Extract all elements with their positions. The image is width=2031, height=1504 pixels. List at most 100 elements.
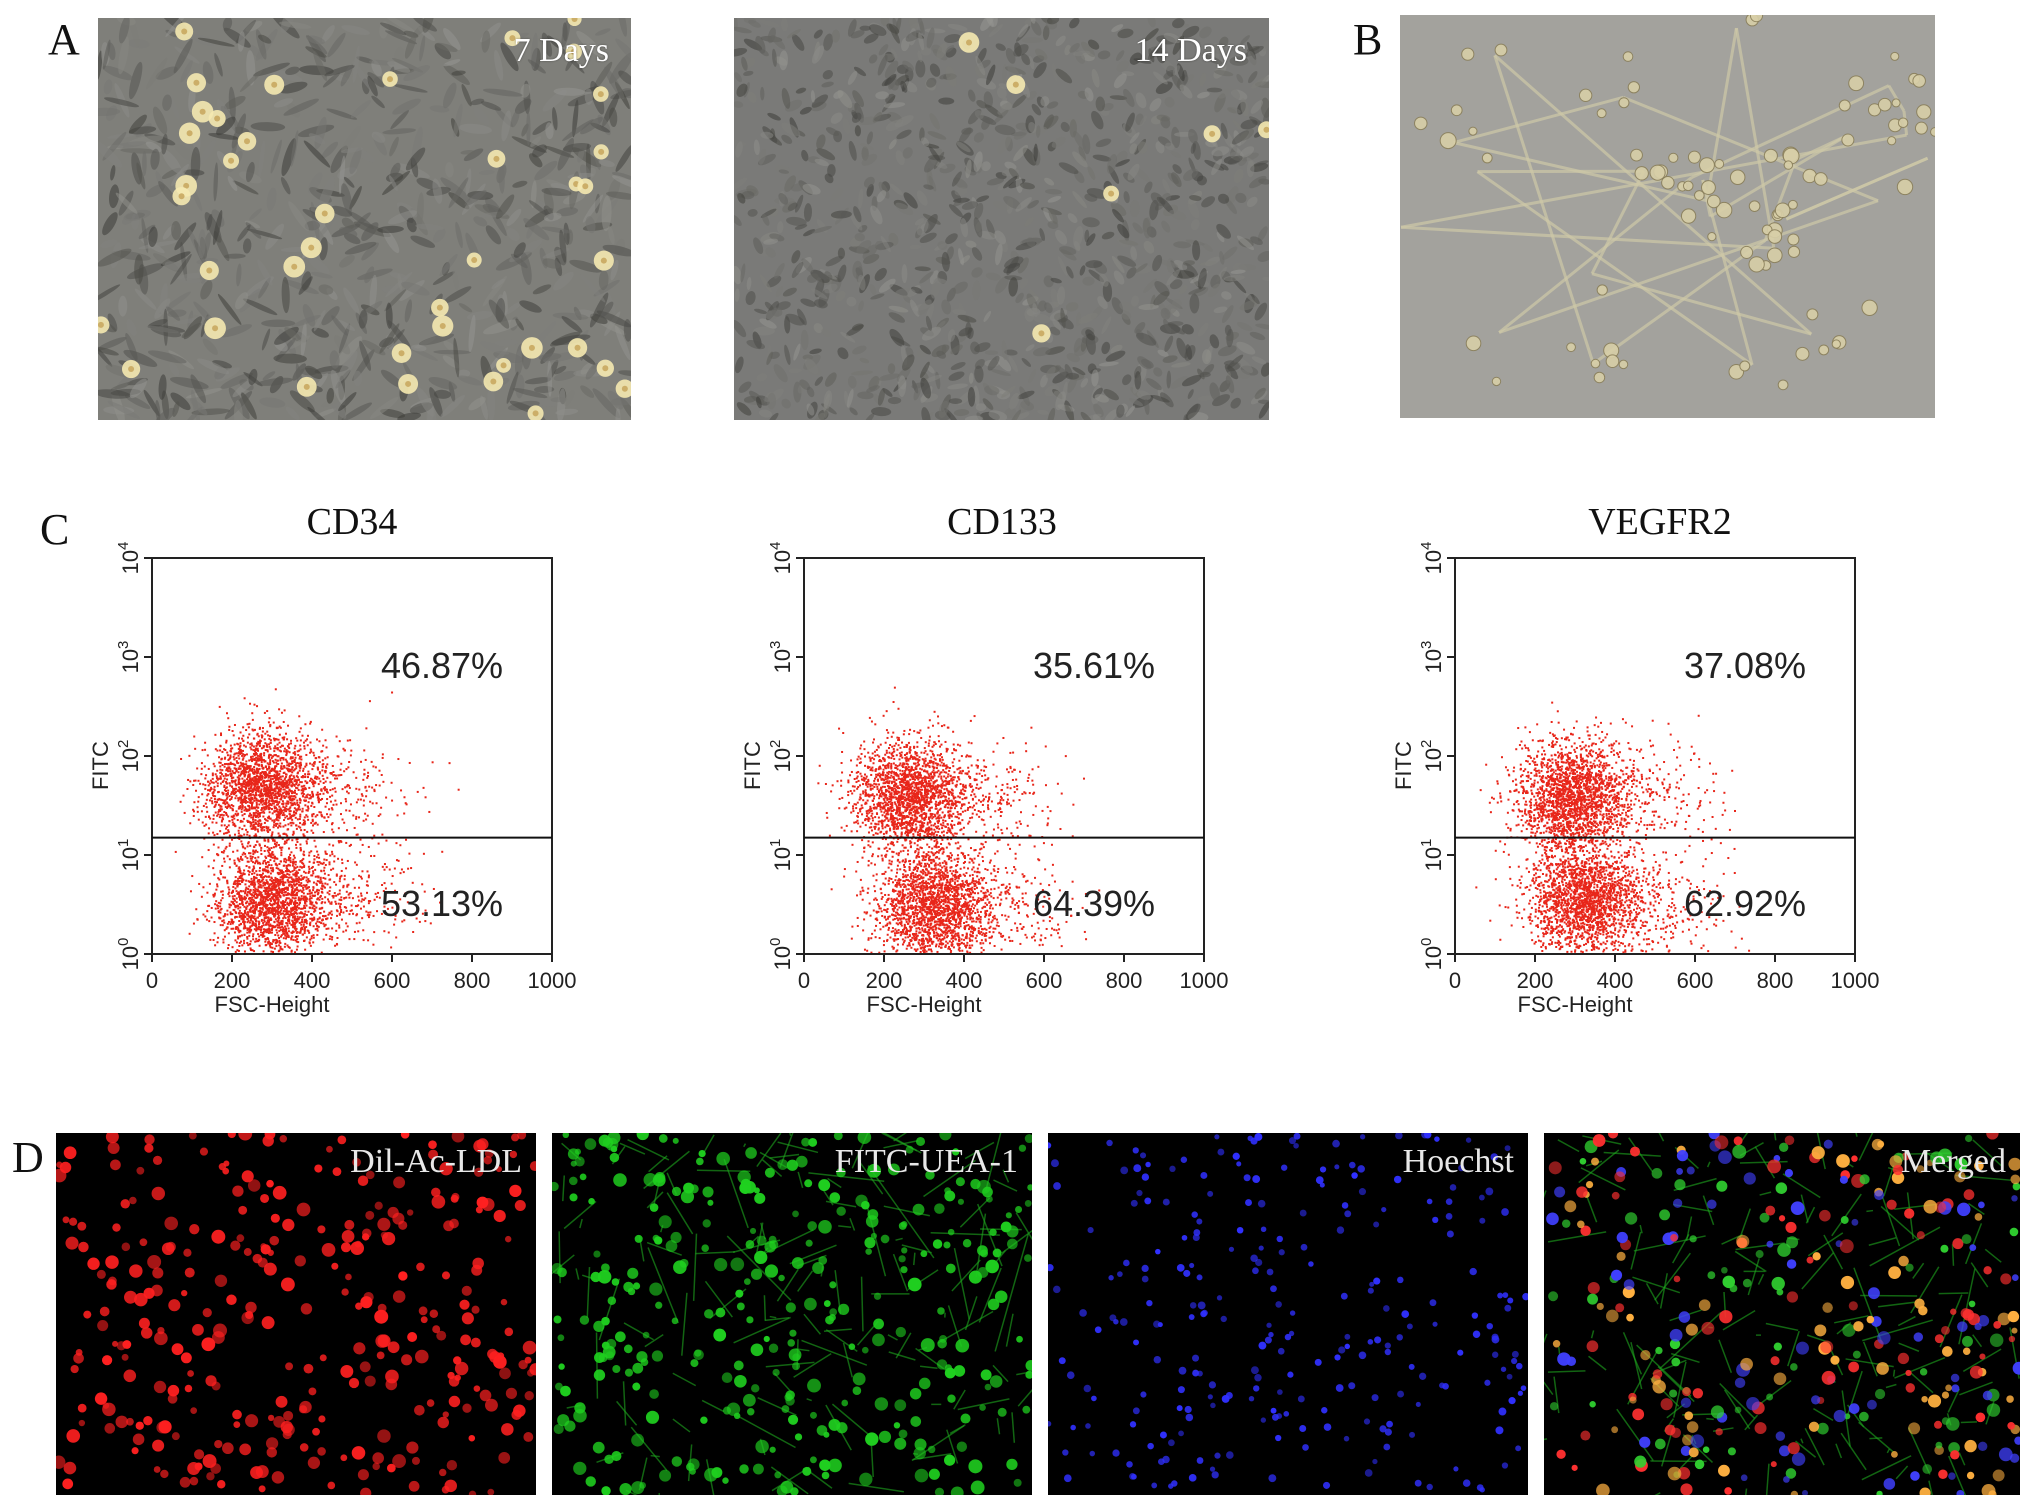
scatter-point <box>941 795 944 798</box>
scatter-point <box>250 758 253 761</box>
scatter-point <box>329 935 332 938</box>
scatter-point <box>304 918 307 921</box>
scatter-point <box>300 911 303 914</box>
scatter-point <box>248 834 251 837</box>
scatter-point <box>238 765 241 768</box>
scatter-point <box>221 893 224 896</box>
scatter-point <box>268 803 271 806</box>
scatter-point <box>291 884 294 887</box>
scatter-point <box>237 771 240 774</box>
scatter-point <box>275 890 278 893</box>
scatter-point <box>941 852 944 855</box>
scatter-point <box>290 931 293 934</box>
scatter-point <box>311 793 314 796</box>
scatter-point <box>369 800 372 803</box>
scatter-point <box>297 778 300 781</box>
scatter-point <box>240 784 243 787</box>
scatter-point <box>310 750 313 753</box>
micrograph-14-days: 14 Days <box>734 18 1269 420</box>
scatter-point <box>289 790 292 793</box>
scatter-point <box>331 794 334 797</box>
scatter-point <box>1001 832 1004 835</box>
scatter-point <box>366 914 369 917</box>
scatter-point <box>271 927 274 930</box>
scatter-point <box>244 745 247 748</box>
scatter-point <box>282 786 285 789</box>
scatter-point <box>243 950 246 953</box>
scatter-point <box>274 845 277 848</box>
scatter-point <box>295 912 298 915</box>
scatter-point <box>869 783 872 786</box>
scatter-point <box>294 816 297 819</box>
scatter-point <box>291 803 294 806</box>
scatter-point <box>266 936 269 939</box>
scatter-point <box>250 784 253 787</box>
scatter-point <box>315 922 318 925</box>
scatter-point <box>239 731 242 734</box>
scatter-point <box>855 781 858 784</box>
scatter-point <box>259 862 262 865</box>
scatter-point <box>381 833 384 836</box>
scatter-point <box>235 810 238 813</box>
scatter-point <box>269 763 272 766</box>
scatter-point <box>317 798 320 801</box>
scatter-point <box>290 774 293 777</box>
scatter-point <box>230 785 233 788</box>
scatter-point <box>266 920 269 923</box>
scatter-point <box>277 914 280 917</box>
scatter-point <box>238 807 241 810</box>
scatter-point <box>272 926 275 929</box>
scatter-point <box>989 815 992 818</box>
scatter-point <box>378 769 381 772</box>
scatter-point <box>900 812 903 815</box>
scatter-point <box>281 802 284 805</box>
scatter-point <box>196 806 199 809</box>
scatter-point <box>309 938 312 941</box>
scatter-point <box>182 794 185 797</box>
scatter-point <box>210 906 213 909</box>
scatter-point <box>887 747 890 750</box>
scatter-point <box>284 824 287 827</box>
scatter-point <box>304 780 307 783</box>
scatter-point <box>206 891 209 894</box>
scatter-point <box>394 901 397 904</box>
scatter-point <box>280 796 283 799</box>
scatter-point <box>247 784 250 787</box>
scatter-point <box>263 752 266 755</box>
scatter-point <box>924 790 927 793</box>
scatter-point <box>230 796 233 799</box>
scatter-point <box>242 739 245 742</box>
scatter-point <box>243 923 246 926</box>
scatter-point <box>315 906 318 909</box>
scatter-point <box>349 909 352 912</box>
scatter-point <box>218 705 221 708</box>
scatter-point <box>385 866 388 869</box>
scatter-point <box>323 786 326 789</box>
scatter-point <box>232 755 235 758</box>
scatter-point <box>894 766 897 769</box>
scatter-point <box>249 780 252 783</box>
scatter-point <box>239 857 242 860</box>
scatter-point <box>239 742 242 745</box>
scatter-point <box>219 924 222 927</box>
scatter-point <box>424 920 427 923</box>
scatter-point <box>273 839 276 842</box>
scatter-point <box>970 742 973 745</box>
scatter-point <box>319 878 322 881</box>
scatter-point <box>927 831 930 834</box>
scatter-point <box>303 799 306 802</box>
scatter-point <box>364 785 367 788</box>
scatter-point <box>233 788 236 791</box>
scatter-point <box>219 873 222 876</box>
scatter-point <box>883 759 886 762</box>
scatter-point <box>223 929 226 932</box>
scatter-point <box>220 851 223 854</box>
scatter-point <box>246 833 249 836</box>
scatter-point <box>957 767 960 770</box>
scatter-point <box>238 774 241 777</box>
scatter-point <box>249 852 252 855</box>
scatter-point <box>256 840 259 843</box>
scatter-point <box>439 901 442 904</box>
scatter-point <box>999 815 1002 818</box>
scatter-point <box>252 917 255 920</box>
